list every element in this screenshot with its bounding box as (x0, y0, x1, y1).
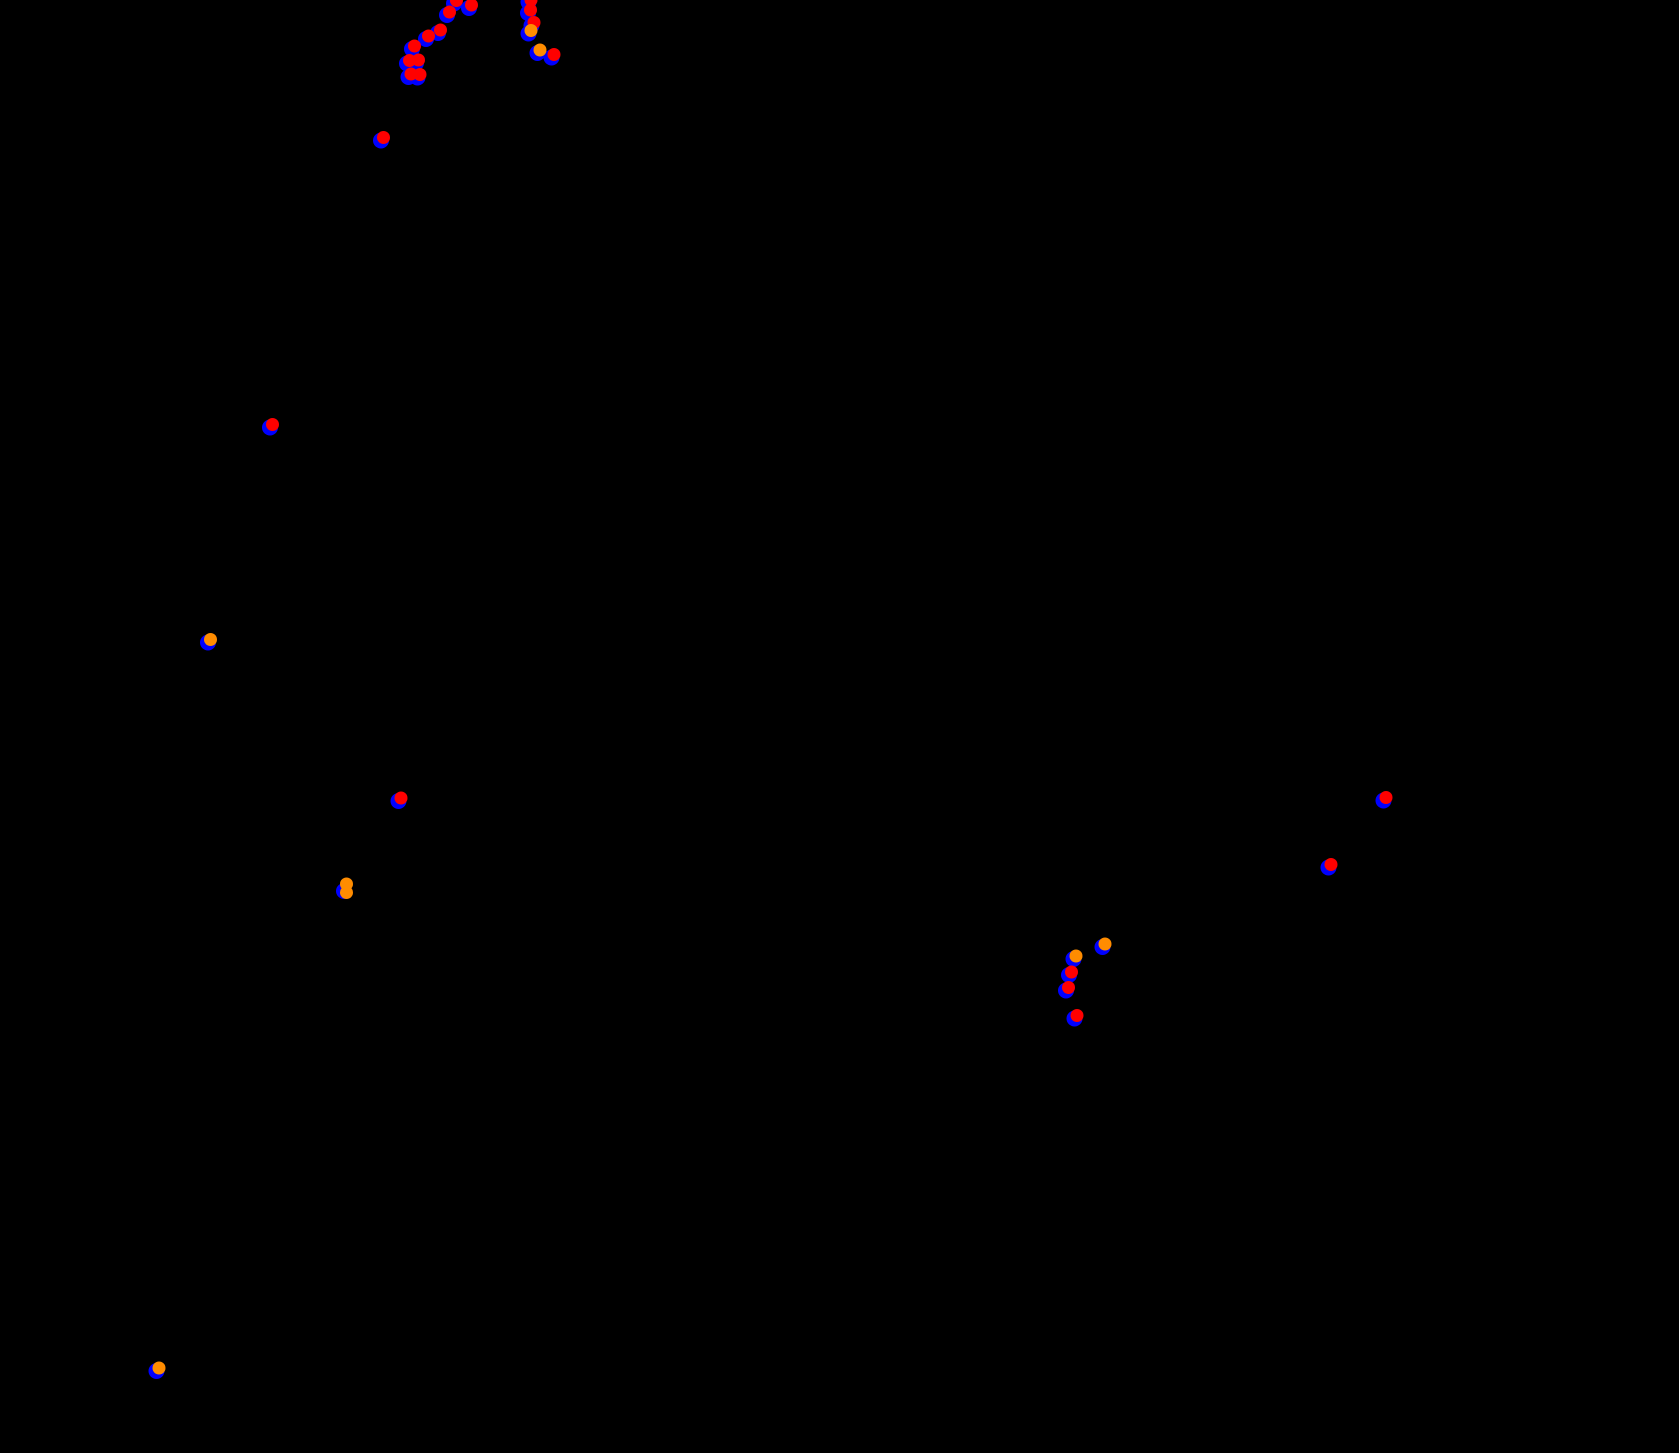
data-point[interactable] (533, 43, 547, 57)
data-point[interactable] (524, 24, 538, 37)
data-point[interactable] (340, 886, 353, 899)
data-point[interactable] (1070, 1009, 1084, 1022)
data-point[interactable] (1379, 791, 1393, 804)
data-point[interactable] (1065, 965, 1078, 979)
data-point[interactable] (465, 0, 478, 12)
data-point[interactable] (204, 633, 217, 646)
data-point[interactable] (450, 0, 463, 7)
data-point[interactable] (377, 131, 390, 144)
data-point[interactable] (422, 29, 435, 43)
data-point[interactable] (434, 23, 447, 37)
data-point[interactable] (1069, 949, 1083, 963)
data-point-layer (152, 0, 1393, 1375)
data-point[interactable] (1098, 937, 1112, 951)
data-point[interactable] (547, 48, 561, 61)
data-point[interactable] (413, 68, 427, 81)
data-point[interactable] (443, 5, 456, 19)
data-point[interactable] (1062, 981, 1075, 994)
data-point[interactable] (408, 39, 421, 53)
data-point[interactable] (152, 1361, 166, 1375)
data-point[interactable] (1324, 858, 1338, 871)
data-point[interactable] (394, 791, 408, 805)
data-point[interactable] (524, 3, 537, 17)
data-point[interactable] (266, 418, 279, 431)
data-point[interactable] (412, 53, 425, 67)
